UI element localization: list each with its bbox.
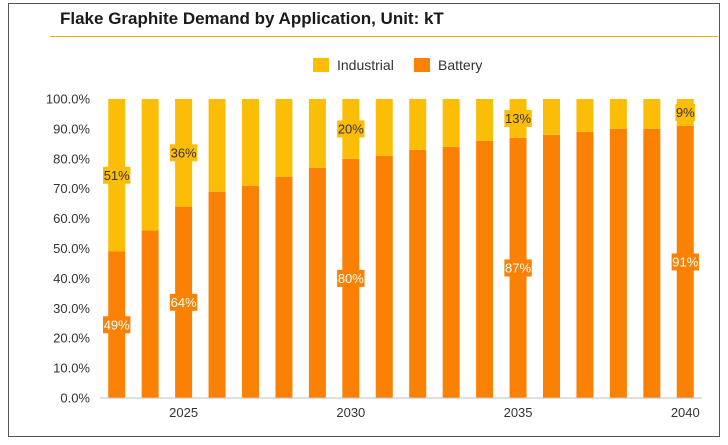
y-axis: 0.0% 10.0% 20.0% 30.0% 40.0% 50.0% 60.0% 70.0% 8… bbox=[46, 92, 91, 406]
bar-industrial-2038 bbox=[609, 99, 627, 129]
legend-swatch-battery bbox=[414, 58, 430, 72]
data-label-battery-2023: 49% bbox=[104, 317, 130, 332]
x-tick-label: 2035 bbox=[504, 405, 533, 420]
data-label-bg-industrial-2040 bbox=[675, 103, 696, 121]
y-tick-label: 100.0% bbox=[46, 92, 91, 107]
chart-title: Flake Graphite Demand by Application, Un… bbox=[60, 9, 444, 28]
bar-battery-2026 bbox=[208, 191, 226, 398]
bar-battery-2032 bbox=[409, 149, 427, 398]
data-label-bg-battery-2040 bbox=[671, 253, 699, 271]
legend-label-battery: Battery bbox=[438, 57, 483, 73]
data-label-battery-2035: 87% bbox=[505, 261, 531, 276]
bar-industrial-2036 bbox=[543, 99, 560, 135]
legend-item-battery: Battery bbox=[414, 57, 482, 73]
bar-battery-2034 bbox=[476, 140, 494, 399]
bar-industrial-2033 bbox=[442, 99, 460, 147]
data-label-bg-battery-2030 bbox=[337, 269, 365, 287]
x-tick-label: 2025 bbox=[169, 405, 198, 420]
bar-battery-2038 bbox=[609, 128, 627, 398]
bar-battery-2029 bbox=[308, 167, 326, 398]
title-underline bbox=[50, 36, 718, 37]
x-tick-label: 2030 bbox=[336, 405, 365, 420]
bar-battery-2036 bbox=[543, 134, 560, 398]
bar-industrial-2024 bbox=[141, 99, 159, 231]
data-label-bg-industrial-2023 bbox=[103, 166, 131, 184]
bar-battery-2037 bbox=[576, 131, 594, 398]
bar-industrial-2029 bbox=[308, 99, 326, 168]
data-label-battery-2040: 91% bbox=[672, 255, 698, 270]
legend-label-industrial: Industrial bbox=[337, 57, 394, 73]
bar-battery-2039 bbox=[643, 128, 661, 398]
bar-battery-2024 bbox=[141, 230, 159, 398]
data-label-bg-battery-2023 bbox=[103, 316, 131, 334]
y-tick-label: 70.0% bbox=[53, 181, 90, 196]
chart-legend: Industrial Battery bbox=[0, 57, 728, 79]
bar-industrial-2028 bbox=[275, 99, 293, 177]
y-tick-label: 40.0% bbox=[53, 271, 90, 286]
y-tick-label: 30.0% bbox=[53, 301, 90, 316]
bar-industrial-2039 bbox=[643, 99, 661, 129]
data-label-battery-2030: 80% bbox=[338, 271, 364, 286]
chart-frame bbox=[8, 3, 720, 437]
y-tick-label: 80.0% bbox=[53, 151, 90, 166]
data-label-bg-industrial-2035 bbox=[504, 109, 532, 127]
data-label-bg-battery-2035 bbox=[504, 259, 532, 277]
legend-item-industrial: Industrial bbox=[313, 57, 394, 73]
y-tick-label: 20.0% bbox=[53, 331, 90, 346]
data-labels: 51% 49% 36% 64% 20% 80% 13% 87% 9% 91% bbox=[103, 103, 699, 334]
data-label-industrial-2040: 9% bbox=[676, 105, 695, 120]
bar-battery-2028 bbox=[275, 176, 293, 398]
bar-industrial-2031 bbox=[375, 99, 393, 156]
legend-swatch-industrial bbox=[313, 58, 329, 72]
y-tick-label: 90.0% bbox=[53, 121, 90, 136]
bar-battery-2027 bbox=[242, 185, 259, 398]
bar-series bbox=[108, 99, 694, 399]
x-tick-label: 2040 bbox=[671, 405, 700, 420]
bar-battery-2033 bbox=[442, 146, 460, 398]
bar-industrial-2037 bbox=[576, 99, 594, 132]
bar-battery-2031 bbox=[375, 155, 393, 398]
y-tick-label: 0.0% bbox=[60, 391, 90, 406]
bar-industrial-2026 bbox=[208, 99, 226, 192]
bar-industrial-2027 bbox=[242, 99, 259, 186]
bar-industrial-2032 bbox=[409, 99, 427, 150]
y-tick-label: 60.0% bbox=[53, 211, 90, 226]
x-axis: 2025 2030 2035 2040 bbox=[100, 397, 702, 420]
data-label-bg-industrial-2030 bbox=[337, 120, 365, 138]
data-label-industrial-2025: 36% bbox=[171, 146, 197, 161]
bar-industrial-2034 bbox=[476, 99, 494, 141]
data-label-bg-battery-2025 bbox=[169, 293, 198, 311]
data-label-industrial-2035: 13% bbox=[505, 111, 531, 126]
data-label-industrial-2030: 20% bbox=[338, 122, 364, 137]
y-tick-label: 10.0% bbox=[53, 361, 90, 376]
data-label-industrial-2023: 51% bbox=[104, 168, 130, 183]
data-label-bg-industrial-2025 bbox=[169, 144, 198, 162]
data-label-battery-2025: 64% bbox=[171, 295, 197, 310]
y-tick-label: 50.0% bbox=[53, 241, 90, 256]
